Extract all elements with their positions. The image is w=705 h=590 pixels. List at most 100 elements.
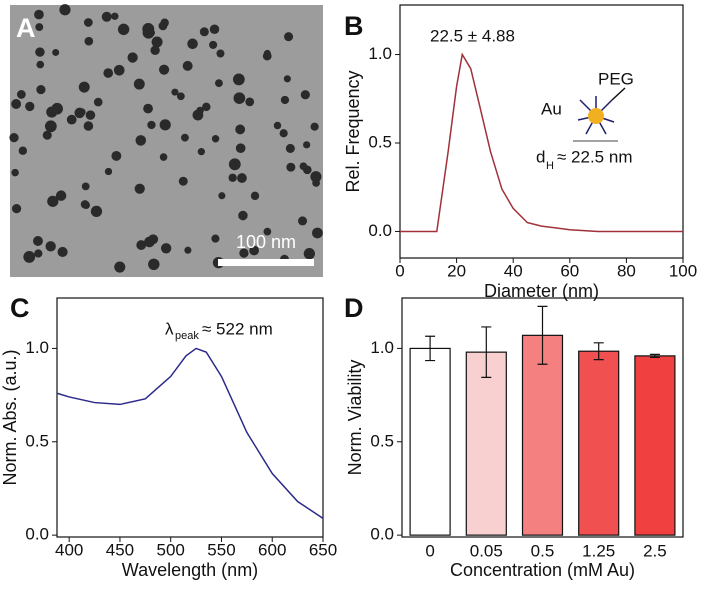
particle — [300, 90, 310, 100]
particle — [117, 23, 130, 36]
particle — [81, 182, 90, 191]
y-axis-label: Norm. Abs. (a.u.) — [0, 349, 20, 485]
particle — [310, 122, 319, 131]
x-tick-label: 2.5 — [643, 541, 667, 560]
particle — [78, 108, 86, 116]
particle — [148, 258, 160, 271]
particle — [66, 114, 77, 125]
particle — [83, 18, 93, 27]
particle — [285, 143, 295, 153]
particle — [11, 168, 19, 177]
line — [56, 347, 324, 519]
x-tick-label: 600 — [258, 540, 286, 559]
particle — [34, 9, 44, 20]
particle — [250, 191, 260, 201]
inset-label: d — [536, 147, 545, 166]
particle — [182, 60, 193, 71]
particle — [297, 216, 308, 226]
x-axis-label: Diameter (nm) — [484, 281, 599, 301]
particle — [134, 183, 145, 194]
particle — [83, 121, 94, 131]
particle — [159, 64, 170, 75]
y-tick-label: 0.5 — [370, 431, 394, 450]
particle — [171, 88, 179, 96]
particle — [209, 40, 218, 49]
y-tick-label: 1.0 — [25, 338, 49, 357]
panel-label: A — [16, 13, 36, 43]
particle — [286, 162, 296, 172]
y-tick-label: 0.5 — [368, 132, 392, 151]
inset-label: ≈ 22.5 nm — [557, 147, 632, 166]
x-tick-label: 550 — [207, 540, 235, 559]
error-bar — [593, 342, 604, 361]
particle — [284, 32, 294, 42]
particle — [34, 249, 43, 258]
x-tick-label: 0.5 — [531, 541, 555, 560]
particle — [25, 101, 35, 112]
annotation: ≈ 522 nm — [202, 319, 273, 338]
panel-label: C — [10, 293, 30, 323]
particle — [55, 190, 67, 201]
particle — [196, 106, 204, 115]
particle — [228, 158, 241, 171]
particle — [160, 243, 172, 254]
particle — [214, 79, 223, 88]
particle — [211, 134, 220, 143]
x-tick-label: 1.25 — [582, 541, 615, 560]
particle — [101, 11, 112, 22]
x-tick-label: 650 — [309, 540, 337, 559]
particle — [84, 36, 94, 46]
particle — [59, 4, 71, 16]
particle — [312, 227, 323, 239]
particle — [310, 171, 322, 183]
bar — [465, 351, 507, 536]
particle — [35, 47, 45, 57]
particle — [209, 24, 220, 34]
annotation: peak — [175, 330, 199, 342]
y-axis-label: Norm. Viability — [345, 360, 365, 476]
particle — [80, 200, 90, 209]
scale-bar-label: 100 nm — [236, 232, 296, 252]
particle — [144, 236, 155, 248]
particle — [35, 23, 44, 32]
particle — [235, 124, 246, 135]
particle — [262, 51, 272, 61]
particle — [45, 241, 56, 252]
particle — [211, 234, 220, 243]
particle — [113, 64, 125, 76]
particle — [158, 21, 168, 31]
y-tick-label: 0.0 — [368, 221, 392, 240]
x-tick-label: 0.05 — [470, 541, 503, 560]
particle — [235, 143, 246, 154]
particle — [232, 73, 245, 86]
particle — [147, 120, 156, 130]
plot-frame — [401, 297, 684, 538]
x-axis-label: Wavelength (nm) — [122, 560, 258, 580]
particle — [233, 92, 246, 105]
particle — [159, 153, 168, 161]
particle — [150, 45, 160, 56]
particle — [136, 240, 147, 250]
particle — [85, 110, 96, 120]
particle — [16, 90, 26, 99]
particle — [114, 261, 126, 273]
x-tick-label: 20 — [447, 261, 466, 280]
particle — [202, 102, 211, 112]
particle — [299, 162, 308, 171]
particle — [199, 27, 209, 37]
particle — [239, 248, 249, 258]
y-tick-label: 0.0 — [25, 525, 49, 544]
annotation: λ — [165, 319, 174, 338]
particle — [133, 78, 145, 90]
particle — [180, 133, 189, 142]
y-tick-label: 1.0 — [368, 44, 392, 63]
bar — [409, 347, 451, 536]
bar — [578, 350, 620, 536]
inset-particle — [573, 87, 626, 142]
inset-label: H — [546, 160, 554, 172]
error-bar — [649, 353, 660, 358]
plot-frame — [399, 4, 684, 259]
particle — [312, 179, 320, 187]
x-tick-label: 400 — [55, 540, 83, 559]
particle — [187, 38, 198, 50]
